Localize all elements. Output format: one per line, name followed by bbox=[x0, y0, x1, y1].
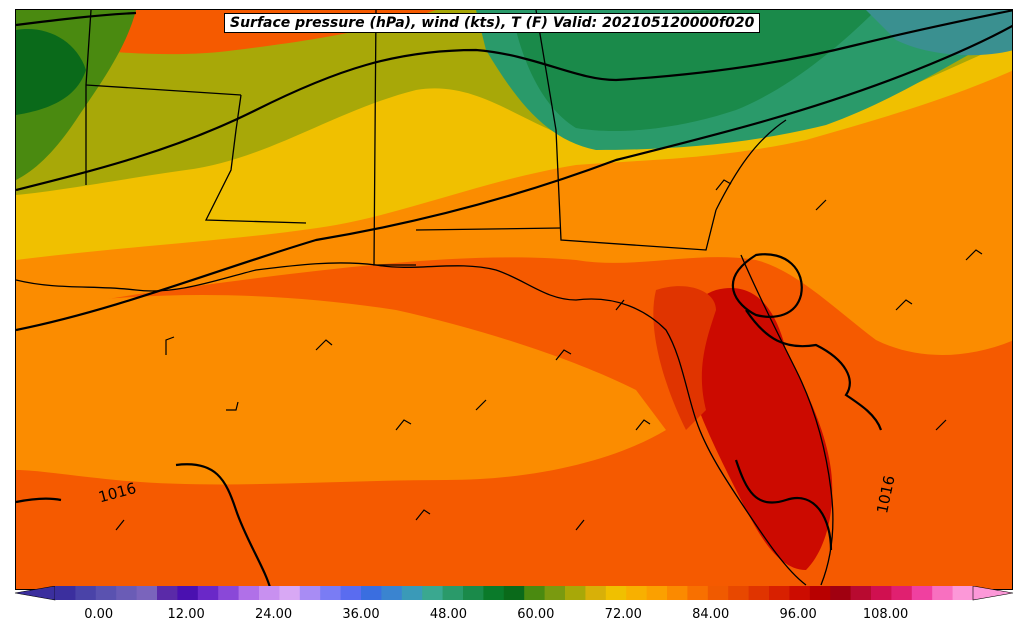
colorbar-swatch bbox=[626, 586, 648, 600]
map-title: Surface pressure (hPa), wind (kts), T (F… bbox=[224, 13, 761, 33]
colorbar-swatch bbox=[769, 586, 790, 600]
colorbar-tick-label: 48.00 bbox=[429, 607, 468, 622]
colorbar-extend-max bbox=[972, 586, 1014, 601]
colorbar-swatch bbox=[830, 586, 852, 600]
colorbar-swatch bbox=[952, 586, 974, 600]
colorbar-swatch bbox=[55, 586, 76, 600]
colorbar-tick-label: 36.00 bbox=[342, 607, 380, 622]
colorbar-swatch bbox=[544, 586, 566, 600]
colorbar-swatch bbox=[646, 586, 668, 600]
colorbar-swatch bbox=[259, 586, 280, 600]
colorbar-extend-min bbox=[14, 586, 56, 601]
colorbar-swatch bbox=[871, 586, 892, 600]
weather-map: 1016 1016 bbox=[16, 10, 1012, 589]
colorbar-swatch bbox=[585, 586, 607, 600]
colorbar-swatch bbox=[320, 586, 342, 600]
colorbar-tick-label: 24.00 bbox=[254, 607, 293, 622]
colorbar-tick-label: 60.00 bbox=[517, 607, 555, 622]
colorbar-swatch bbox=[197, 586, 219, 600]
colorbar-swatch bbox=[136, 586, 158, 600]
colorbar-swatch bbox=[238, 586, 260, 600]
colorbar-swatch bbox=[789, 586, 811, 600]
colorbar-swatch bbox=[667, 586, 688, 600]
colorbar-tick-label: 84.00 bbox=[692, 607, 730, 622]
temperature-field-red-florida bbox=[682, 288, 833, 570]
colorbar-swatch bbox=[361, 586, 382, 600]
colorbar-swatch bbox=[891, 586, 913, 600]
colorbar-swatch bbox=[340, 586, 362, 600]
temperature-field-darkgreen-nw bbox=[16, 29, 86, 115]
temperature-colorbar bbox=[14, 586, 1014, 601]
colorbar-swatch bbox=[177, 586, 199, 600]
colorbar-swatch bbox=[524, 586, 546, 600]
colorbar-swatch bbox=[75, 586, 97, 600]
colorbar-swatch bbox=[381, 586, 403, 600]
colorbar-swatch bbox=[911, 586, 933, 600]
temperature-field-darkgreen bbox=[516, 10, 876, 131]
map-panel: 1016 1016 bbox=[15, 9, 1013, 590]
colorbar-swatch bbox=[279, 586, 301, 600]
colorbar-swatch bbox=[565, 586, 586, 600]
colorbar-swatch bbox=[707, 586, 729, 600]
wind-barbs bbox=[115, 179, 983, 531]
colorbar-tick-label: 108.00 bbox=[862, 607, 909, 622]
colorbar-tick-label: 12.00 bbox=[167, 607, 205, 622]
colorbar-swatch bbox=[116, 586, 138, 600]
colorbar-swatch bbox=[850, 586, 872, 600]
colorbar-tick-label: 96.00 bbox=[779, 607, 817, 622]
state-borders bbox=[16, 10, 834, 586]
colorbar-swatch bbox=[748, 586, 770, 600]
colorbar-swatch bbox=[687, 586, 709, 600]
temperature-field-deepred bbox=[653, 286, 716, 430]
colorbar-swatch bbox=[401, 586, 423, 600]
colorbar-swatch bbox=[157, 586, 178, 600]
colorbar-swatch bbox=[463, 586, 484, 600]
colorbar-tick-label: 0.00 bbox=[84, 607, 114, 622]
colorbar-swatch bbox=[809, 586, 831, 600]
isobars bbox=[16, 10, 1012, 589]
colorbar-swatch bbox=[728, 586, 750, 600]
colorbar-swatch bbox=[218, 586, 240, 600]
colorbar-swatch bbox=[605, 586, 627, 600]
colorbar-swatch bbox=[422, 586, 444, 600]
colorbar-swatch bbox=[932, 586, 954, 600]
colorbar-tick-label: 72.00 bbox=[604, 607, 642, 622]
colorbar-swatch bbox=[95, 586, 117, 600]
temperature-field-orange bbox=[16, 295, 666, 485]
colorbar-swatch bbox=[483, 586, 505, 600]
colorbar-swatch bbox=[503, 586, 525, 600]
colorbar-swatch bbox=[299, 586, 321, 600]
colorbar-swatch bbox=[442, 586, 464, 600]
